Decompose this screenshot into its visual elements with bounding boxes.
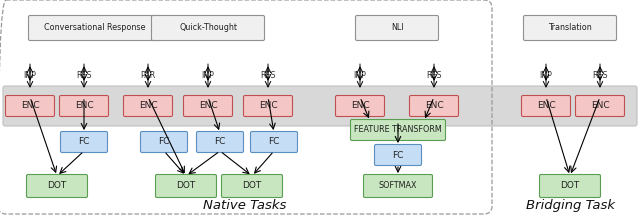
Text: Conversational Response: Conversational Response [44, 23, 146, 33]
FancyBboxPatch shape [26, 174, 88, 197]
FancyBboxPatch shape [60, 95, 109, 117]
Text: ENC: ENC [139, 102, 157, 110]
Text: Native Tasks: Native Tasks [204, 199, 287, 212]
FancyBboxPatch shape [156, 174, 216, 197]
Text: RES: RES [76, 71, 92, 79]
Text: INP: INP [202, 71, 214, 79]
Text: FC: FC [214, 138, 226, 146]
Text: RES: RES [592, 71, 608, 79]
Text: ENC: ENC [537, 102, 556, 110]
FancyBboxPatch shape [410, 95, 458, 117]
Text: FEATURE TRANSFORM: FEATURE TRANSFORM [354, 125, 442, 135]
FancyBboxPatch shape [3, 86, 637, 126]
Text: NLI: NLI [391, 23, 403, 33]
Text: ENC: ENC [259, 102, 277, 110]
Text: ENC: ENC [425, 102, 444, 110]
FancyBboxPatch shape [335, 95, 385, 117]
Text: RES: RES [260, 71, 276, 79]
FancyBboxPatch shape [540, 174, 600, 197]
FancyBboxPatch shape [6, 95, 54, 117]
Text: Quick-Thought: Quick-Thought [179, 23, 237, 33]
Text: RES: RES [426, 71, 442, 79]
Text: ENC: ENC [591, 102, 609, 110]
FancyBboxPatch shape [524, 15, 616, 41]
FancyBboxPatch shape [221, 174, 282, 197]
Text: ENC: ENC [198, 102, 218, 110]
Text: FC: FC [78, 138, 90, 146]
Text: FC: FC [268, 138, 280, 146]
Text: SOFTMAX: SOFTMAX [379, 181, 417, 191]
Text: FC: FC [392, 151, 404, 159]
Text: INP: INP [24, 71, 36, 79]
Text: DOT: DOT [47, 181, 67, 191]
FancyBboxPatch shape [243, 95, 292, 117]
FancyBboxPatch shape [351, 120, 445, 140]
FancyBboxPatch shape [184, 95, 232, 117]
Text: INP: INP [540, 71, 552, 79]
FancyBboxPatch shape [124, 95, 173, 117]
Text: ENC: ENC [75, 102, 93, 110]
Text: Bridging Task: Bridging Task [525, 199, 614, 212]
FancyBboxPatch shape [522, 95, 570, 117]
Text: PAR: PAR [140, 71, 156, 79]
Text: DOT: DOT [243, 181, 262, 191]
Text: DOT: DOT [561, 181, 580, 191]
FancyBboxPatch shape [29, 15, 161, 41]
FancyBboxPatch shape [364, 174, 433, 197]
FancyBboxPatch shape [196, 132, 243, 153]
Text: DOT: DOT [177, 181, 196, 191]
FancyBboxPatch shape [355, 15, 438, 41]
FancyBboxPatch shape [141, 132, 188, 153]
Text: INP: INP [353, 71, 367, 79]
Text: FC: FC [158, 138, 170, 146]
Text: ENC: ENC [351, 102, 369, 110]
FancyBboxPatch shape [152, 15, 264, 41]
FancyBboxPatch shape [250, 132, 298, 153]
FancyBboxPatch shape [374, 145, 422, 166]
FancyBboxPatch shape [575, 95, 625, 117]
Text: ENC: ENC [20, 102, 39, 110]
Text: Translation: Translation [548, 23, 592, 33]
FancyBboxPatch shape [61, 132, 108, 153]
